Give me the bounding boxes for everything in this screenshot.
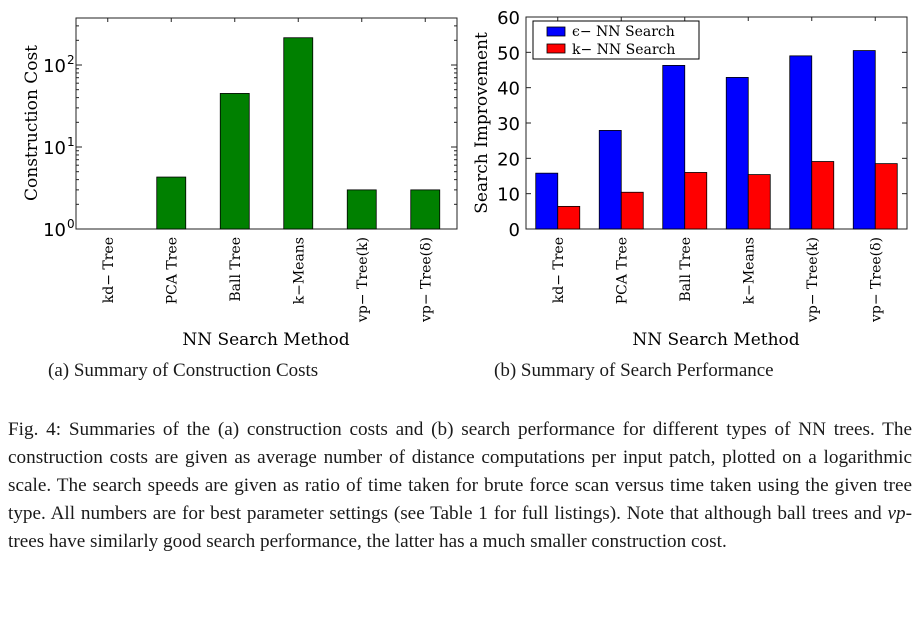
y-tick-label: 60 [497,8,520,29]
x-tick-label: Ball Tree [678,237,694,302]
x-tick-label: vp− Tree(δ) [418,237,434,323]
x-tick-label: kd− Tree [101,237,117,303]
bar-k-nn-search-kd-tree [557,205,581,230]
bar-ball-tree [219,93,250,230]
caption-text-1: Summaries of the (a) construction costs … [8,419,912,524]
y-tick-exponent: 1 [67,135,75,149]
bar-k-means [283,37,314,230]
y-axis-label-a: Construction Cost [22,45,42,201]
bar-k-nn-search-vp-tree-k [811,161,835,230]
y-axis-label-b: Search Improvement [472,32,492,214]
y-tick-label: 10 [43,56,66,77]
y-tick-label: 30 [497,114,520,135]
chart-search-improvement: 0 10 20 30 40 50 60 kd− Tree PCA Tree Ball Tree k… [472,8,908,350]
y-tick-label: 0 [509,220,520,241]
legend: ϵ− NN Search k− NN Search [532,20,700,60]
bar-k-nn-search-ball-tree [684,172,708,230]
bar-vp-tree [410,189,441,230]
caption-text-2: -trees have similarly good search perfor… [8,503,912,552]
x-axis-label-b: NN Search Method [632,330,799,350]
bar-k-nn-search-vp-tree [874,163,898,230]
bar-nn-search-vp-tree-k [789,55,813,230]
subcaption-b: (b) Summary of Search Performance [494,360,774,381]
x-tick-label: Ball Tree [228,237,244,302]
bar-vp-tree-k [346,189,377,230]
y-tick-exponent: 0 [67,217,75,231]
x-tick-label: k−Means [291,237,307,304]
y-tick-label: 10 [43,220,66,241]
y-tick-label: 10 [43,138,66,159]
plot-area-a [75,17,458,230]
legend-label-k: k− NN Search [572,42,675,58]
bar-nn-search-vp-tree [852,50,876,230]
bar-pca-tree [156,176,187,230]
x-axis-label-a: NN Search Method [182,330,349,350]
bar-k-nn-search-k-means [747,174,771,230]
x-tick-label: vp− Tree(k) [805,237,821,323]
subcaption-a: (a) Summary of Construction Costs [48,360,319,381]
legend-swatch-epsilon [546,26,566,37]
bar-nn-search-kd-tree [535,172,559,230]
figure-caption: Fig. 4: Summaries of the (a) constructio… [8,416,912,556]
legend-swatch-k [546,43,566,54]
x-tick-label: PCA Tree [164,237,180,304]
bar-nn-search-pca-tree [598,130,622,230]
bar-nn-search-ball-tree [662,65,686,230]
caption-label: Fig. 4: [8,419,62,440]
x-tick-label: kd− Tree [551,237,567,303]
x-tick-label: PCA Tree [614,237,630,304]
bar-nn-search-k-means [725,77,749,230]
x-tick-label: vp− Tree(δ) [868,237,884,323]
x-tick-label: vp− Tree(k) [355,237,371,323]
y-tick-label: 20 [497,149,520,170]
bar-k-nn-search-pca-tree [620,191,644,230]
x-tick-label: k−Means [741,237,757,304]
y-tick-exponent: 2 [67,53,75,67]
caption-italic-vp: vp [887,503,906,524]
y-tick-label: 50 [497,43,520,64]
legend-label-epsilon: ϵ− NN Search [572,24,675,40]
y-tick-label: 40 [497,79,520,100]
y-tick-label: 10 [497,185,520,206]
